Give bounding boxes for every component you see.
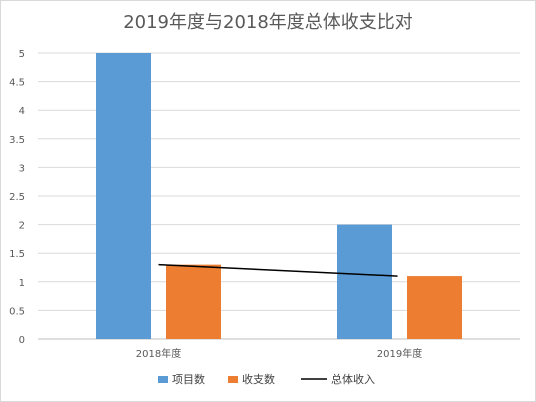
- bar-project-count-0: [96, 53, 151, 339]
- bars: [96, 53, 462, 339]
- legend-swatch-1: [228, 376, 238, 383]
- y-tick-label: 0: [19, 335, 25, 346]
- legend-label-2: 总体收入: [331, 372, 375, 386]
- legend: 项目数 收支数 总体收入: [158, 372, 375, 386]
- y-tick-label: 2: [19, 221, 25, 232]
- y-tick-label: 3.5: [9, 135, 25, 146]
- y-tick-label: 4.5: [9, 78, 25, 89]
- y-tick-label: 0.5: [9, 306, 25, 317]
- y-axis-ticks: 0 0.5 1 1.5 2 2.5 3 3.5 4 4.5 5: [9, 49, 25, 346]
- x-tick-label: 2019年度: [377, 347, 422, 360]
- bar-income-expense-0: [166, 264, 221, 339]
- legend-swatch-0: [158, 376, 168, 383]
- y-tick-label: 5: [19, 49, 25, 60]
- bar-income-expense-1: [407, 276, 462, 339]
- x-tick-label: 2018年度: [136, 347, 181, 360]
- y-tick-label: 4: [19, 106, 25, 117]
- chart-title: 2019年度与2018年度总体收支比对: [123, 12, 413, 33]
- bar-project-count-1: [337, 224, 392, 339]
- y-tick-label: 2.5: [9, 192, 25, 203]
- legend-label-1: 收支数: [242, 372, 275, 386]
- y-tick-label: 1: [19, 278, 25, 289]
- line-total-income: [158, 263, 398, 277]
- y-tick-label: 3: [19, 163, 25, 174]
- legend-label-0: 项目数: [172, 373, 205, 386]
- x-axis-ticks: 2018年度 2019年度: [136, 347, 422, 360]
- line-series: [158, 263, 398, 277]
- y-tick-label: 1.5: [9, 249, 25, 260]
